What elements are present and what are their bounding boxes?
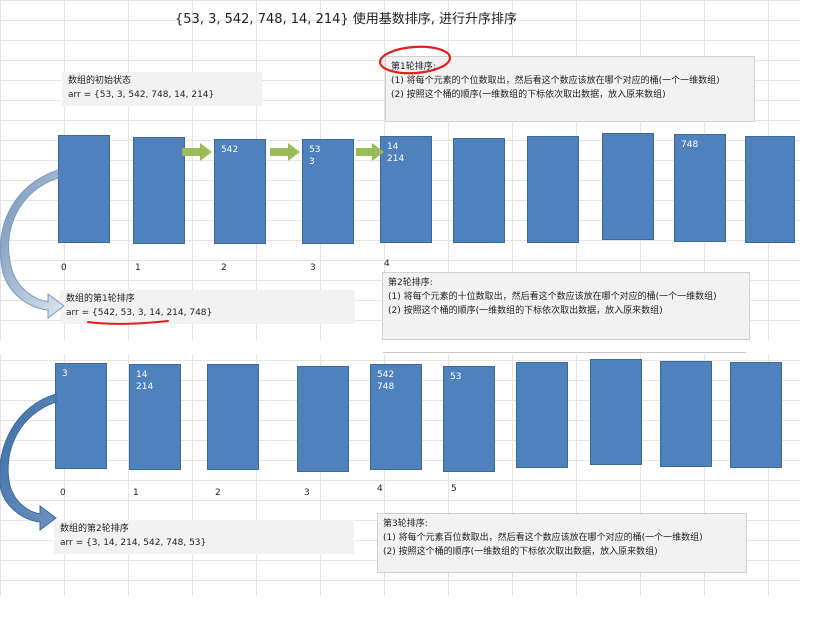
- round2-result-box: 数组的第2轮排序 arr = {3, 14, 214, 542, 748, 53…: [54, 520, 354, 554]
- round2-bucket-index: 4: [377, 484, 383, 494]
- round2-bucket-2: [207, 364, 259, 470]
- bucket-value: 53: [450, 372, 462, 382]
- round2-bucket-6: [516, 362, 568, 468]
- initial-state-box: 数组的初始状态 arr = {53, 3, 542, 748, 14, 214}: [62, 72, 262, 106]
- round1-result-box: 数组的第1轮排序 arr = {542, 53, 3, 14, 214, 748…: [60, 290, 355, 324]
- round2-bucket-3: [297, 366, 349, 472]
- round1-bucket-index: 3: [310, 263, 316, 273]
- bucket-value: 542: [221, 145, 239, 155]
- bucket-value: 53: [309, 145, 321, 155]
- bucket-value: 3: [309, 157, 315, 167]
- round2-step2: (2) 按照这个桶的顺序(一维数组的下标依次取出数据，放入原来数组): [388, 306, 663, 316]
- round2-bucket-4: 542 748: [370, 364, 422, 470]
- bucket-value: 748: [377, 382, 395, 392]
- round1-step2: (2) 按照这个桶的顺序(一维数组的下标依次取出数据，放入原来数组): [391, 90, 666, 100]
- round2-result-label: 数组的第2轮排序: [60, 524, 129, 534]
- round2-step1: (1) 将每个元素的十位数取出，然后看这个数应该放在哪个对应的桶(一个一维数组): [388, 292, 717, 302]
- round2-bucket-0: 3: [55, 363, 107, 469]
- round1-bucket-4: 14 214: [380, 136, 432, 243]
- round1-note: 第1轮排序: (1) 将每个元素的个位数取出，然后看这个数应该放在哪个对应的桶(…: [385, 56, 755, 122]
- round1-bucket-1: [133, 137, 185, 244]
- round2-bucket-index: 5: [451, 484, 457, 494]
- round1-bucket-index: 1: [135, 263, 141, 273]
- bucket-value: 542: [377, 370, 395, 380]
- round2-bucket-1: 14 214: [129, 364, 181, 470]
- diagram-title: {53, 3, 542, 748, 14, 214} 使用基数排序, 进行升序排…: [175, 12, 518, 27]
- round1-bucket-2: 542: [214, 139, 266, 244]
- round2-title: 第2轮排序:: [388, 278, 433, 288]
- bucket-value: 748: [681, 140, 699, 150]
- round3-step1: (1) 将每个元素百位数取出，然后看这个数应该放在哪个对应的桶(一个一维数组): [383, 533, 703, 543]
- round2-bucket-index: 3: [304, 488, 310, 498]
- bucket-value: 214: [136, 382, 154, 392]
- round2-result-array: arr = {3, 14, 214, 542, 748, 53}: [60, 538, 207, 548]
- round1-step1: (1) 将每个元素的个位数取出，然后看这个数应该放在哪个对应的桶(一个一维数组): [391, 76, 720, 86]
- round2-bucket-index: 1: [133, 488, 139, 498]
- round2-bucket-9: [730, 362, 782, 468]
- round1-bucket-9: [745, 136, 795, 243]
- round2-bucket-7: [590, 359, 642, 465]
- initial-state-label: 数组的初始状态: [68, 76, 132, 86]
- separator-line: [383, 352, 746, 353]
- round3-step2: (2) 按照这个桶的顺序(一维数组的下标依次取出数据，放入原来数组): [383, 547, 658, 557]
- round1-bucket-0: [58, 135, 110, 243]
- round1-title: 第1轮排序:: [391, 62, 436, 72]
- round2-note: 第2轮排序: (1) 将每个元素的十位数取出，然后看这个数应该放在哪个对应的桶(…: [382, 272, 750, 340]
- round1-bucket-6: [527, 136, 579, 243]
- round1-bucket-index: 0: [61, 263, 67, 273]
- round2-bucket-index: 2: [215, 488, 221, 498]
- round2-bucket-8: [660, 361, 712, 467]
- round2-bucket-index: 0: [60, 488, 66, 498]
- round1-bucket-5: [453, 138, 505, 243]
- round3-title: 第3轮排序:: [383, 519, 428, 529]
- round1-bucket-index: 2: [221, 263, 227, 273]
- round1-bucket-3: 53 3: [302, 139, 354, 244]
- bucket-value: 3: [62, 369, 68, 379]
- bucket-value: 14: [136, 370, 148, 380]
- round1-bucket-index: 4: [384, 259, 390, 269]
- initial-state-array: arr = {53, 3, 542, 748, 14, 214}: [68, 90, 215, 100]
- round3-note: 第3轮排序: (1) 将每个元素百位数取出，然后看这个数应该放在哪个对应的桶(一…: [377, 513, 747, 573]
- bucket-value: 14: [387, 142, 399, 152]
- section-gap: [0, 340, 829, 354]
- bucket-value: 214: [387, 154, 405, 164]
- round1-bucket-8: 748: [674, 134, 726, 242]
- round1-result-label: 数组的第1轮排序: [66, 294, 135, 304]
- round1-bucket-7: [602, 133, 654, 240]
- round1-result-array: arr = {542, 53, 3, 14, 214, 748}: [66, 308, 213, 318]
- round2-bucket-5: 53: [443, 366, 495, 472]
